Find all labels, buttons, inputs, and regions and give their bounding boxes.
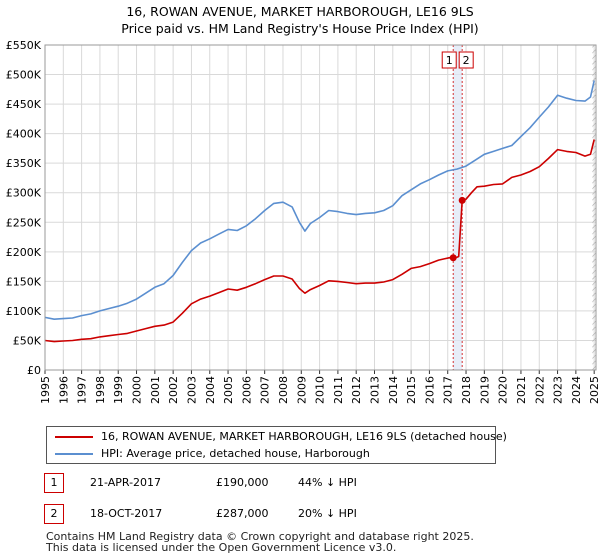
x-tick-label: 2014 bbox=[387, 376, 400, 404]
plot-frame bbox=[44, 44, 597, 371]
y-tick-label: £100K bbox=[6, 305, 42, 318]
x-tick-label: 2020 bbox=[497, 376, 510, 404]
axes: £0 £50K £100K £150K £200K £250K £300K £350K £400… bbox=[6, 39, 600, 404]
sale-label-box bbox=[458, 51, 474, 69]
x-tick-label: 2022 bbox=[533, 376, 546, 404]
sale-point bbox=[449, 254, 457, 262]
x-tick-label: 2013 bbox=[369, 376, 382, 404]
transaction-date: 21-APR-2017 bbox=[90, 476, 162, 489]
x-tick-label: 2011 bbox=[332, 376, 345, 404]
x-tick-label: 2000 bbox=[131, 376, 144, 404]
x-tick-label: 2008 bbox=[277, 376, 290, 404]
legend: 16, ROWAN AVENUE, MARKET HARBOROUGH, LE1… bbox=[46, 426, 507, 464]
x-tick-label: 1996 bbox=[57, 376, 70, 404]
y-tick-label: £150K bbox=[6, 275, 42, 288]
x-tick-label: 2010 bbox=[314, 376, 327, 404]
sale-point bbox=[458, 196, 466, 204]
x-tick-label: 2007 bbox=[259, 376, 272, 404]
x-tick-label: 2015 bbox=[405, 376, 418, 404]
sale-label-number: 2 bbox=[463, 54, 470, 67]
x-tick-label: 1997 bbox=[76, 376, 89, 404]
footer-attribution: Contains HM Land Registry data © Crown c… bbox=[46, 531, 474, 553]
x-tick-label: 2021 bbox=[515, 376, 528, 404]
transaction-price: £287,000 bbox=[216, 507, 269, 520]
footer-line-2: This data is licensed under the Open Gov… bbox=[46, 541, 397, 554]
title-line-1: 16, ROWAN AVENUE, MARKET HARBOROUGH, LE1… bbox=[126, 4, 474, 19]
sale-label-number: 1 bbox=[446, 54, 453, 67]
x-tick-label: 1998 bbox=[94, 376, 107, 404]
transaction-number-badge: 2 bbox=[44, 504, 64, 524]
chart-overlays bbox=[452, 45, 596, 370]
sale-highlight-band bbox=[453, 45, 463, 370]
x-tick-label: 2002 bbox=[167, 376, 180, 404]
sale-label-box bbox=[441, 51, 457, 69]
y-tick-label: £50K bbox=[13, 334, 42, 347]
forecast-hatched-region bbox=[592, 45, 596, 370]
x-tick-label: 2017 bbox=[442, 376, 455, 404]
plot-area bbox=[45, 45, 596, 370]
x-tick-label: 1999 bbox=[112, 376, 125, 404]
hpi-series-line bbox=[44, 80, 595, 321]
y-tick-label: £550K bbox=[6, 39, 42, 52]
x-tick-label: 2001 bbox=[149, 376, 162, 404]
y-tick-label: £500K bbox=[6, 69, 42, 82]
transaction-number-badge: 1 bbox=[44, 473, 64, 493]
y-tick-label: £200K bbox=[6, 246, 42, 259]
x-tick-label: 2009 bbox=[295, 376, 308, 404]
chart-title: 16, ROWAN AVENUE, MARKET HARBOROUGH, LE1… bbox=[0, 3, 600, 37]
footer-line-1: Contains HM Land Registry data © Crown c… bbox=[46, 530, 474, 543]
x-tick-label: 2018 bbox=[460, 376, 473, 404]
y-tick-label: £250K bbox=[6, 216, 42, 229]
x-tick-label: 2004 bbox=[204, 376, 217, 404]
property-series-line bbox=[44, 139, 595, 343]
legend-label-property: 16, ROWAN AVENUE, MARKET HARBOROUGH, LE1… bbox=[101, 430, 507, 443]
transaction-hpi-diff: 44% ↓ HPI bbox=[298, 476, 357, 489]
x-tick-label: 1995 bbox=[39, 376, 52, 404]
title-line-2: Price paid vs. HM Land Registry's House … bbox=[121, 21, 479, 36]
x-tick-label: 2016 bbox=[423, 376, 436, 404]
x-tick-label: 2005 bbox=[222, 376, 235, 404]
y-tick-label: £400K bbox=[6, 128, 42, 141]
grid bbox=[44, 44, 596, 371]
y-tick-label: £300K bbox=[6, 187, 42, 200]
legend-swatch-property bbox=[55, 436, 93, 438]
x-tick-label: 2012 bbox=[350, 376, 363, 404]
x-tick-label: 2025 bbox=[588, 376, 600, 404]
x-tick-label: 2023 bbox=[552, 376, 565, 404]
x-tick-label: 2006 bbox=[240, 376, 253, 404]
x-tick-label: 2019 bbox=[478, 376, 491, 404]
x-tick-label: 2003 bbox=[185, 376, 198, 404]
y-tick-label: £350K bbox=[6, 157, 42, 170]
y-tick-label: £450K bbox=[6, 98, 42, 111]
transaction-date: 18-OCT-2017 bbox=[90, 507, 163, 520]
legend-swatch-hpi bbox=[55, 453, 93, 455]
y-tick-label: £0 bbox=[27, 364, 41, 377]
series-lines bbox=[44, 80, 595, 343]
transaction-hpi-diff: 20% ↓ HPI bbox=[298, 507, 357, 520]
legend-label-hpi: HPI: Average price, detached house, Harb… bbox=[101, 447, 370, 460]
transaction-price: £190,000 bbox=[216, 476, 269, 489]
x-tick-label: 2024 bbox=[570, 376, 583, 404]
